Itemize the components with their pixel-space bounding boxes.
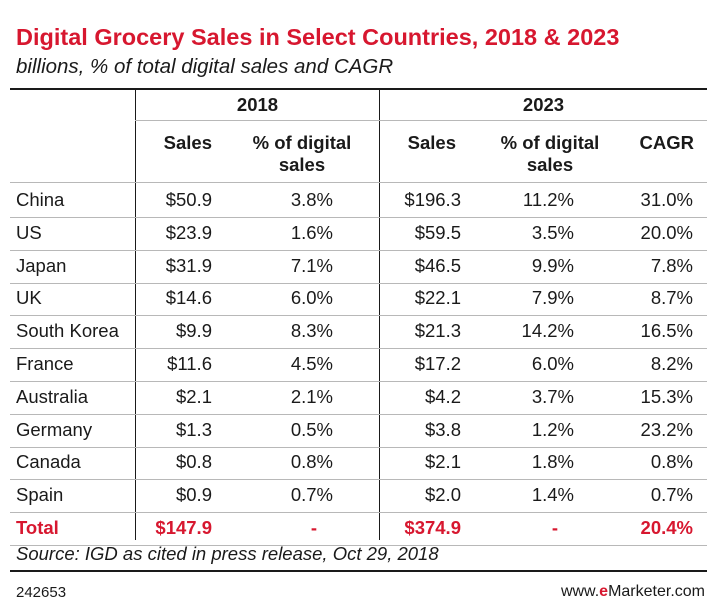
total-cell: $374.9 bbox=[404, 517, 461, 538]
year-header-2023: 2023 bbox=[522, 94, 565, 115]
table-row-label: Germany bbox=[16, 418, 93, 440]
table-cell: $23.9 bbox=[165, 221, 212, 243]
total-cell: $147.9 bbox=[155, 517, 212, 538]
table-cell: 7.1% bbox=[290, 254, 333, 276]
table-cell: 3.5% bbox=[531, 221, 574, 243]
table-cell: $2.0 bbox=[424, 484, 461, 506]
table-cell: $21.3 bbox=[414, 320, 461, 342]
header-group-rule bbox=[135, 120, 707, 121]
table-cell: $31.9 bbox=[165, 254, 212, 276]
row-divider bbox=[10, 282, 707, 284]
table-cell: $1.3 bbox=[175, 418, 212, 440]
table-cell: 0.5% bbox=[290, 418, 333, 440]
row-divider bbox=[10, 512, 707, 514]
chart-subtitle: billions, % of total digital sales and C… bbox=[16, 55, 394, 78]
table-cell: 6.0% bbox=[531, 353, 574, 374]
column-header: Sales bbox=[407, 132, 456, 153]
table-cell: 6.0% bbox=[290, 287, 333, 309]
table-cell: $0.9 bbox=[175, 484, 212, 506]
row-divider bbox=[10, 315, 707, 317]
table-cell: $22.1 bbox=[414, 287, 461, 309]
table-cell: 0.7% bbox=[650, 484, 693, 506]
column-header: % of digital sales bbox=[252, 132, 352, 175]
table-row-label: Canada bbox=[16, 451, 81, 473]
table-row-label: US bbox=[16, 221, 42, 243]
table-cell: 1.2% bbox=[531, 418, 574, 440]
table-row-label: Japan bbox=[16, 254, 67, 276]
table-cell: 3.8% bbox=[290, 189, 333, 210]
table-cell: 15.3% bbox=[640, 385, 693, 407]
year-header-2018: 2018 bbox=[236, 94, 279, 115]
row-divider bbox=[10, 545, 707, 546]
row-divider bbox=[10, 413, 707, 415]
emarketer-logo: www.eMarketer.com bbox=[560, 583, 705, 600]
table-cell: 23.2% bbox=[640, 418, 693, 440]
table-cell: 1.4% bbox=[531, 484, 574, 506]
table-cell: $2.1 bbox=[424, 451, 461, 473]
table-cell: $59.5 bbox=[414, 221, 461, 243]
table-cell: 1.6% bbox=[290, 221, 333, 243]
source-note: Source: IGD as cited in press release, O… bbox=[16, 543, 439, 564]
total-cell: - bbox=[310, 517, 317, 538]
table-cell: 8.2% bbox=[650, 353, 693, 374]
table-row-label: South Korea bbox=[16, 320, 119, 342]
footer-rule bbox=[10, 570, 707, 572]
table-cell: 7.9% bbox=[531, 287, 574, 309]
table-row-label: UK bbox=[16, 287, 42, 309]
column-header: % of digital sales bbox=[500, 132, 600, 175]
table-cell: $17.2 bbox=[414, 353, 461, 374]
table-row-label: France bbox=[16, 353, 74, 374]
table-cell: 1.8% bbox=[531, 451, 574, 473]
table-cell: 0.8% bbox=[650, 451, 693, 473]
table-cell: 0.8% bbox=[290, 451, 333, 473]
table-cell: $11.6 bbox=[167, 353, 212, 374]
table-cell: 14.2% bbox=[521, 320, 574, 342]
row-divider bbox=[10, 217, 707, 218]
column-header: Sales bbox=[163, 132, 212, 153]
table-cell: 16.5% bbox=[640, 320, 693, 342]
table-cell: $0.8 bbox=[175, 451, 212, 473]
row-divider bbox=[10, 479, 707, 481]
total-row-label: Total bbox=[16, 517, 59, 538]
table-cell: $4.2 bbox=[424, 385, 461, 407]
table-cell: $46.5 bbox=[414, 254, 461, 276]
column-header: CAGR bbox=[639, 132, 694, 153]
row-divider bbox=[10, 249, 707, 251]
table-cell: 8.7% bbox=[650, 287, 693, 309]
table-cell: $50.9 bbox=[165, 189, 212, 210]
row-divider bbox=[10, 348, 707, 350]
table-cell: 11.2% bbox=[522, 189, 574, 210]
chart-title: Digital Grocery Sales in Select Countrie… bbox=[16, 24, 620, 50]
table-cell: $14.6 bbox=[165, 287, 212, 309]
table-cell: 9.9% bbox=[531, 254, 574, 276]
total-cell: - bbox=[551, 517, 558, 538]
total-cell: 20.4% bbox=[640, 517, 693, 538]
table-row-label: Spain bbox=[16, 484, 64, 506]
column-divider-2023 bbox=[379, 90, 380, 540]
table-cell: $2.1 bbox=[175, 385, 212, 407]
table-cell: $3.8 bbox=[424, 418, 461, 440]
table-row-label: Australia bbox=[16, 385, 88, 407]
table-cell: 20.0% bbox=[640, 221, 693, 243]
table-cell: 8.3% bbox=[290, 320, 333, 342]
table-cell: 31.0% bbox=[640, 189, 693, 210]
header-rule bbox=[10, 182, 707, 183]
table-cell: 4.5% bbox=[290, 353, 333, 374]
table-cell: 2.1% bbox=[290, 385, 333, 407]
table-cell: 7.8% bbox=[650, 254, 693, 276]
top-rule bbox=[10, 88, 707, 90]
row-divider bbox=[10, 381, 707, 382]
table-cell: 0.7% bbox=[290, 484, 333, 506]
table-cell: $9.9 bbox=[175, 320, 212, 342]
column-divider-2018 bbox=[135, 90, 136, 540]
row-divider bbox=[10, 446, 707, 448]
table-cell: 3.7% bbox=[531, 385, 574, 407]
table-cell: $196.3 bbox=[404, 189, 461, 210]
chart-id: 242653 bbox=[16, 584, 67, 601]
table-row-label: China bbox=[16, 189, 65, 210]
